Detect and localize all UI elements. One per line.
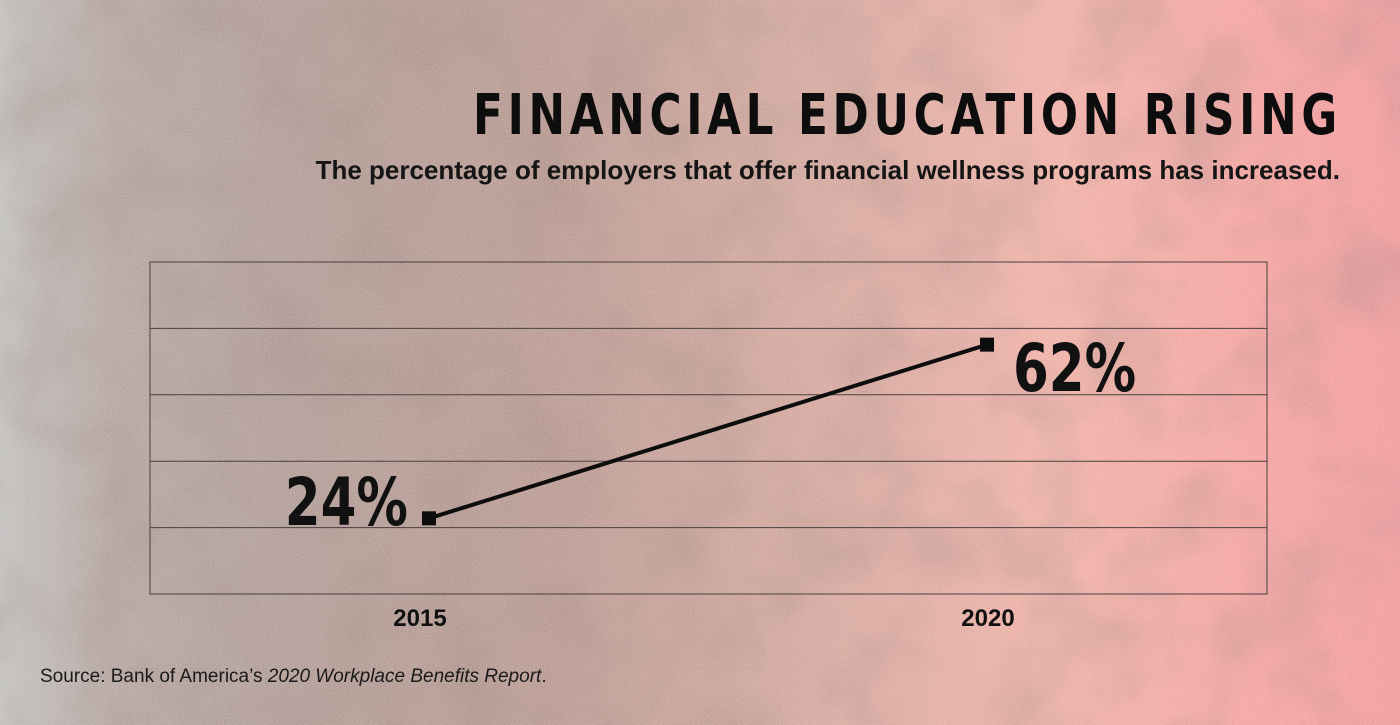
source-prefix: Source: Bank of America’s [40,666,268,687]
plot-frame [149,261,1268,595]
data-label: 24% [285,464,408,541]
gridlines [149,261,1268,595]
source-report-title: 2020 Workplace Benefits Report [267,666,542,687]
series-line-group [422,337,994,526]
data-point-marker [422,511,436,526]
data-label: 62% [1013,330,1136,407]
x-tick-label: 2015 [393,605,446,632]
chart-title: FINANCIAL EDUCATION RISING [473,83,1342,148]
source-note: Source: Bank of America’s 2020 Workplace… [40,666,547,688]
x-axis-ticks: 2015 2020 [393,605,1014,632]
x-tick-label: 2020 [961,605,1014,632]
data-point-marker [980,337,994,352]
series-line [428,342,988,521]
source-suffix: . [541,666,547,687]
chart-subtitle: The percentage of employers that offer f… [315,155,1340,185]
data-labels: 24% 62% [285,330,1136,541]
